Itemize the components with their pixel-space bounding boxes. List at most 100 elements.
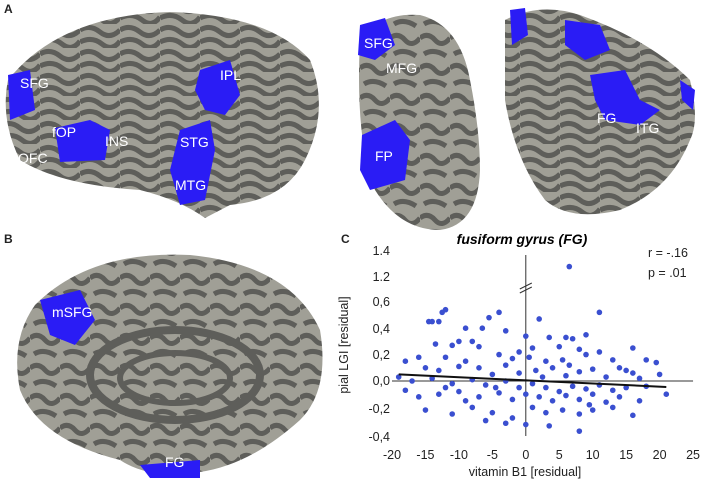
scatter-point — [630, 370, 636, 376]
label-sfg: SFG — [20, 75, 49, 91]
scatter-point — [523, 391, 529, 398]
y-tick-label: -0,2 — [368, 402, 390, 416]
scatter-point — [516, 384, 522, 391]
scatter-point — [576, 346, 583, 353]
label-fg-ventral: FG — [597, 110, 616, 126]
scatter-point — [630, 412, 636, 419]
scatter-point — [449, 380, 456, 387]
scatter-point — [529, 380, 536, 387]
scatter-point — [616, 365, 623, 371]
scatter-point — [502, 328, 509, 334]
scatter-point — [556, 388, 563, 395]
scatter-point — [516, 349, 522, 355]
scatter-point — [569, 383, 576, 390]
scatter-point — [469, 404, 476, 411]
scatter-point — [630, 345, 636, 351]
y-tick-label: 0,2 — [373, 348, 390, 362]
scatter-point — [566, 263, 573, 270]
scatter-point — [462, 325, 469, 332]
scatter-point — [449, 411, 456, 417]
stat-p: p = .01 — [648, 266, 687, 280]
label-fp: FP — [375, 148, 393, 164]
scatter-point — [529, 345, 536, 351]
scatter-point — [436, 367, 442, 374]
scatter-point — [583, 351, 589, 358]
axis-break-mark — [519, 282, 533, 294]
label-ins: INS — [105, 133, 128, 149]
x-tick-label: -5 — [487, 448, 498, 462]
scatter-point — [543, 409, 549, 416]
scatter-point — [586, 401, 593, 408]
scatter-point — [489, 371, 496, 378]
y-tick-label: 0,6 — [373, 295, 390, 309]
scatter-point — [476, 343, 482, 350]
scatter-point — [469, 338, 476, 345]
scatter-point — [442, 384, 449, 391]
label-ofc: OFC — [18, 150, 48, 166]
scatter-point — [583, 386, 589, 392]
scatter-point — [583, 332, 589, 338]
scatter-point — [569, 335, 576, 342]
scatter-point — [543, 358, 549, 365]
scatter-point — [623, 384, 629, 391]
y-tick-label: 0,4 — [373, 322, 390, 336]
scatter-point — [523, 421, 529, 428]
scatter-point — [536, 316, 542, 322]
scatter-point — [523, 333, 529, 339]
scatter-point — [609, 404, 616, 411]
scatter-point — [432, 341, 439, 347]
scatter-point — [509, 396, 516, 403]
scatter-point — [596, 349, 603, 355]
scatter-point — [402, 358, 409, 365]
x-tick-label: 10 — [586, 448, 600, 462]
scatter-point — [609, 387, 616, 394]
label-fop: fOP — [52, 124, 76, 140]
scatter-point — [563, 392, 569, 399]
y-tick-label: -0,4 — [368, 430, 390, 444]
scatter-point — [436, 318, 442, 325]
x-tick-label: -15 — [416, 448, 434, 462]
scatter-point — [623, 367, 629, 374]
scatter-point — [656, 371, 663, 378]
scatter-point — [492, 384, 499, 391]
scatter-point — [409, 378, 415, 384]
scatter-point — [462, 358, 469, 365]
scatter-point — [422, 407, 429, 413]
scatter-point — [509, 355, 516, 362]
y-axis-label: pial LGI [residual] — [337, 296, 351, 393]
scatter-point — [415, 394, 422, 400]
scatter-point — [536, 394, 542, 400]
x-tick-label: 25 — [686, 448, 700, 462]
x-axis-label: vitamin B1 [residual] — [469, 465, 582, 479]
scatter-point — [486, 314, 492, 321]
scatter-point — [462, 398, 469, 404]
scatter-point — [596, 309, 603, 316]
y-tick-label: 1.4 — [373, 244, 390, 258]
label-itg: ITG — [636, 120, 659, 136]
scatter-point — [533, 367, 539, 374]
panel-letter-a: A — [4, 2, 13, 16]
x-tick-label: 5 — [556, 448, 563, 462]
scatter-point — [653, 359, 660, 366]
scatter-point — [429, 318, 435, 325]
chart-title: fusiform gyrus (FG) — [457, 231, 588, 247]
scatter-point — [482, 417, 489, 424]
brain-ventral-view: FG ITG — [505, 8, 695, 215]
label-mfg: MFG — [386, 60, 417, 76]
trend-line — [398, 373, 667, 388]
scatter-point — [415, 354, 422, 361]
scatter-point — [456, 338, 462, 345]
scatter-point — [539, 374, 546, 380]
scatter-point — [589, 366, 596, 372]
label-mtg: MTG — [175, 177, 206, 193]
scatter-point — [489, 409, 496, 416]
scatter-point — [402, 387, 409, 394]
label-msfg: mSFG — [52, 304, 92, 320]
scatter-point — [603, 374, 609, 380]
x-tick-label: 20 — [653, 448, 667, 462]
x-tick-label: -10 — [450, 448, 468, 462]
scatter-point — [566, 362, 573, 368]
panel-letter-b: B — [4, 232, 13, 246]
label-sfg-frontal: SFG — [364, 35, 393, 51]
